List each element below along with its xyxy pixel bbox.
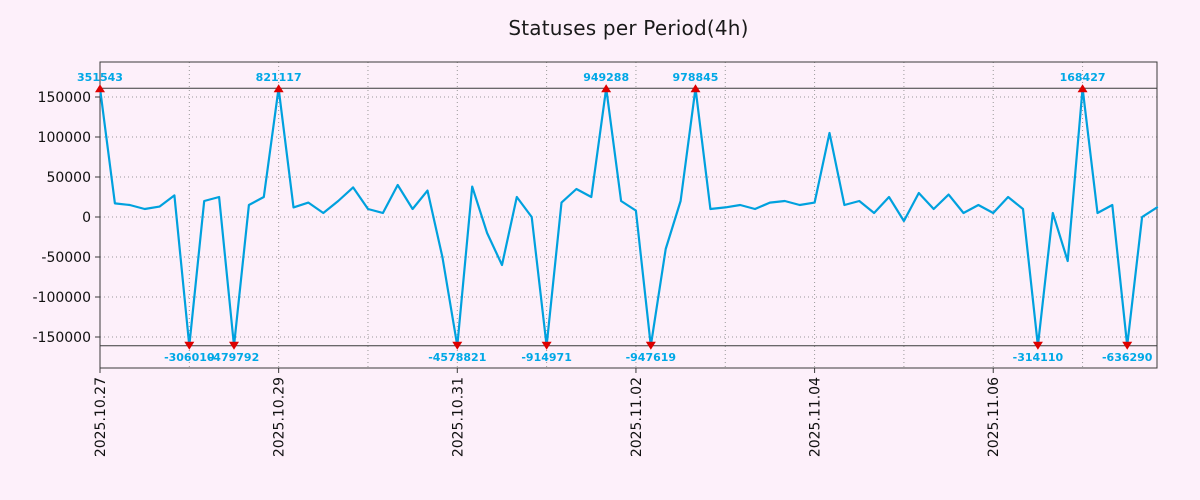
trough-marker-icon [645,341,656,350]
x-tick-label: 2025.11.06 [986,377,1002,457]
plot-frame [99,61,1158,369]
peak-value-label: 949288 [583,71,629,84]
y-tick-label: 150000 [38,90,91,106]
trough-value-label: -306010 [164,351,215,364]
y-tick-label: 100000 [38,130,91,146]
trough-marker-icon [228,341,239,350]
peak-marker-icon [1077,84,1088,93]
peak-marker-icon [690,84,701,93]
trough-value-label: -914971 [521,351,572,364]
trough-marker-icon [1122,341,1133,350]
peak-marker-icon [601,84,612,93]
peak-value-label: 168427 [1060,71,1106,84]
y-tick-label: 0 [82,210,91,226]
y-tick-label: 50000 [46,170,91,186]
series-line [98,87,1159,347]
y-tick-label: -50000 [41,250,91,266]
peak-value-label: 351543 [77,71,123,84]
peak-value-label: 978845 [673,71,719,84]
trough-value-label: -4578821 [428,351,486,364]
trough-value-label: -636290 [1102,351,1153,364]
x-tick-label: 2025.10.29 [272,377,288,457]
y-tick-label: -100000 [33,290,92,306]
x-tick-label: 2025.11.04 [808,377,824,457]
x-tick-label: 2025.10.27 [93,377,109,457]
x-tick-label: 2025.11.02 [629,377,645,457]
trough-value-label: -314110 [1013,351,1064,364]
x-tick-label: 2025.10.31 [450,377,466,457]
trough-marker-icon [452,341,463,350]
y-tick-label: -150000 [33,330,92,346]
peak-marker-icon [95,84,105,93]
peak-value-label: 821117 [256,71,302,84]
trough-value-label: -479792 [209,351,260,364]
peak-marker-icon [273,84,284,93]
chart-title: Statuses per Period(4h) [508,16,749,40]
trough-marker-icon [184,341,195,350]
trough-marker-icon [1032,341,1043,350]
trough-value-label: -947619 [626,351,677,364]
trough-marker-icon [541,341,552,350]
